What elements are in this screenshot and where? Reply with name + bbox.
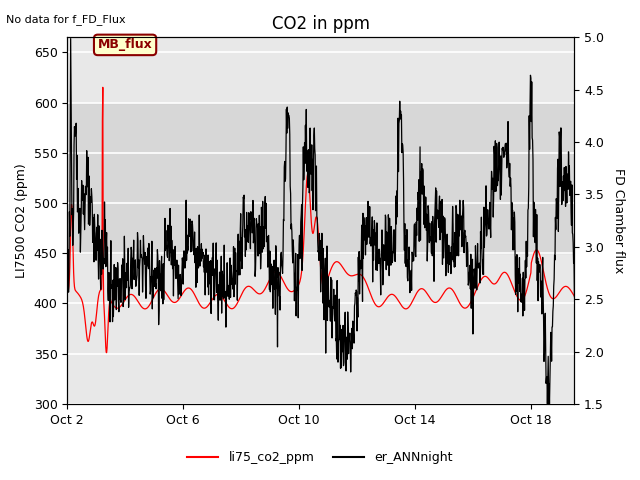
Y-axis label: LI7500 CO2 (ppm): LI7500 CO2 (ppm): [15, 163, 28, 278]
Bar: [67, 103, 575, 253]
Text: No data for f_FD_Flux: No data for f_FD_Flux: [6, 14, 126, 25]
Legend: li75_co2_ppm, er_ANNnight: li75_co2_ppm, er_ANNnight: [182, 446, 458, 469]
Y-axis label: FD Chamber flux: FD Chamber flux: [612, 168, 625, 273]
Title: CO2 in ppm: CO2 in ppm: [272, 15, 370, 33]
Text: MB_flux: MB_flux: [98, 38, 152, 51]
